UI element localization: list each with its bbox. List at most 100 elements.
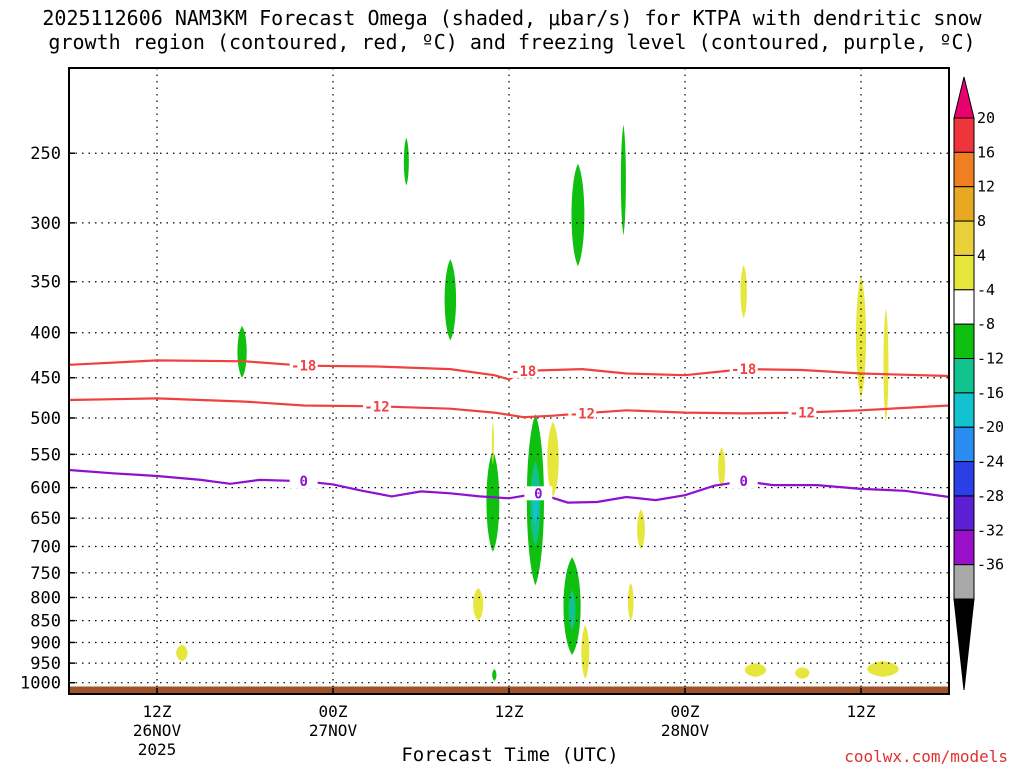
- y-tick-label: 750: [30, 564, 61, 584]
- contour-label-bg: [729, 362, 758, 377]
- y-tick-label: 550: [30, 445, 61, 465]
- x-tick-label: 00Z: [319, 702, 348, 721]
- contour-label-bg: [289, 358, 318, 373]
- colorbar-label: -32: [977, 521, 1004, 539]
- colorbar-label: -16: [977, 384, 1004, 402]
- omega-region-23: [744, 663, 767, 677]
- omega-region-24: [795, 667, 810, 679]
- omega-region-15: [581, 625, 590, 679]
- omega-region-18: [718, 447, 726, 488]
- y-tick-label: 900: [30, 633, 61, 653]
- contour-label-bg: [729, 474, 758, 489]
- colorbar-segment-2: [953, 151, 975, 188]
- omega-region-25: [867, 661, 899, 677]
- contour-line--12: [68, 397, 950, 419]
- contour-label-bg: [509, 363, 538, 378]
- colorbar-segment-11: [953, 461, 975, 497]
- x-tick-label: 12Z: [847, 702, 876, 721]
- omega-region-3: [571, 163, 585, 267]
- contour-label--12: -12: [570, 406, 595, 422]
- colorbar-label: -28: [977, 487, 1004, 505]
- colorbar-segment-5: [953, 254, 975, 291]
- contour-line-0: [68, 468, 950, 504]
- y-tick-label: 250: [30, 144, 61, 164]
- y-tick-label: 800: [30, 588, 61, 608]
- omega-region-0: [403, 137, 409, 186]
- colorbar-label: 16: [977, 143, 995, 161]
- colorbar-label: 20: [977, 109, 995, 127]
- contour-label--12: -12: [790, 406, 815, 422]
- colorbar-segment-3: [953, 186, 975, 222]
- omega-region-5: [486, 450, 500, 552]
- colorbar-arrow-bottom: [953, 598, 975, 691]
- y-tick-label: 1000: [20, 674, 61, 694]
- colorbar-segment-10: [953, 426, 975, 463]
- y-tick-label: 700: [30, 537, 61, 557]
- colorbar-label: -8: [977, 315, 995, 333]
- omega-region-10: [568, 590, 576, 630]
- colorbar-label: -24: [977, 453, 1004, 471]
- contour-label-bg: [524, 486, 553, 501]
- contour-label-bg: [363, 399, 391, 414]
- omega-region-16: [637, 509, 645, 550]
- y-tick-label: 950: [30, 654, 61, 674]
- omega-region-17: [627, 582, 634, 621]
- colorbar-segment-13: [953, 529, 975, 566]
- colorbar-segment-1: [953, 117, 975, 153]
- omega-region-11: [492, 669, 497, 681]
- omega-region-1: [444, 259, 457, 341]
- x-tick-label: 2025: [138, 740, 177, 759]
- y-axis: 2503003504004505005506006507007508008509…: [20, 144, 75, 694]
- colorbar-label: 12: [977, 178, 995, 196]
- contour-label--12: -12: [364, 399, 389, 415]
- colorbar-segment-8: [953, 358, 975, 394]
- y-tick-label: 350: [30, 273, 61, 293]
- contour-label--18: -18: [291, 359, 316, 375]
- x-tick-label: 00Z: [671, 702, 700, 721]
- contour-layer: -18 -18 -18 -12 -12 -12 0 0 0: [68, 358, 950, 504]
- colorbar-segment-14: [953, 564, 975, 600]
- omega-region-21: [883, 308, 889, 422]
- colorbar-segment-12: [953, 495, 975, 531]
- contour-label-bg: [788, 405, 817, 420]
- y-tick-label: 400: [30, 324, 61, 344]
- y-tick-label: 650: [30, 509, 61, 529]
- y-tick-label: 850: [30, 612, 61, 632]
- contour-label-bg: [289, 474, 318, 489]
- omega-region-4: [620, 124, 626, 236]
- omega-region-22: [176, 644, 188, 662]
- x-tick-label: 12Z: [495, 702, 524, 721]
- contour-label--18: -18: [511, 364, 536, 380]
- colorbar-segment-6: [953, 289, 975, 325]
- omega-region-19: [740, 265, 747, 319]
- omega-region-12: [547, 421, 559, 498]
- contour-label-bg: [568, 406, 597, 421]
- omega-region-2: [237, 325, 247, 378]
- colorbar-label: -4: [977, 281, 995, 299]
- y-tick-label: 450: [30, 369, 61, 389]
- colorbar-segment-7: [953, 323, 975, 360]
- y-tick-label: 600: [30, 479, 61, 499]
- x-tick-label: 28NOV: [661, 721, 710, 740]
- y-tick-label: 500: [30, 409, 61, 429]
- colorbar-label: -12: [977, 350, 1004, 368]
- colorbar-arrow-top: [953, 76, 975, 119]
- x-tick-label: 27NOV: [309, 721, 358, 740]
- chart-title: 2025112606 NAM3KM Forecast Omega (shaded…: [42, 6, 982, 54]
- colorbar-label: 8: [977, 212, 986, 230]
- x-tick-label: 26NOV: [133, 721, 182, 740]
- credit-link[interactable]: coolwx.com/models: [844, 747, 1008, 766]
- contour-label-0: 0: [299, 474, 307, 490]
- colorbar-label: 4: [977, 246, 986, 264]
- omega-region-14: [473, 587, 484, 621]
- x-tick-label: 12Z: [143, 702, 172, 721]
- colorbar-segment-9: [953, 392, 975, 428]
- colorbar-label: -36: [977, 556, 1004, 574]
- x-axis-label: Forecast Time (UTC): [401, 744, 619, 766]
- colorbar-label: -20: [977, 418, 1004, 436]
- colorbar: 20 16 12 8 4 -4 -8 -12 -16 -20 -24 -28 -32 -36: [953, 76, 1004, 691]
- contour-label-0: 0: [739, 474, 747, 490]
- contour-label-0: 0: [534, 486, 542, 502]
